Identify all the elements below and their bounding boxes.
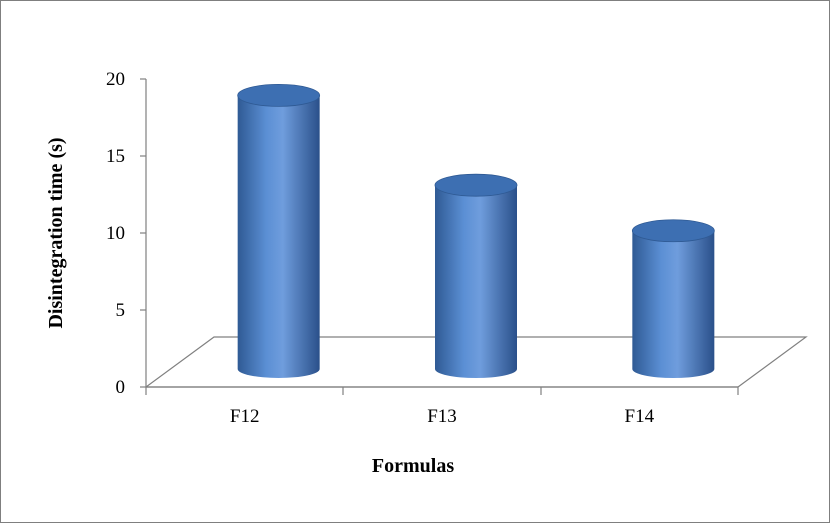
y-tick-label: 0: [116, 377, 126, 398]
y-ticks: 0 5 10 15 20: [106, 69, 146, 398]
y-tick-label: 10: [106, 223, 125, 244]
bar-body: [237, 95, 320, 378]
y-tick-label: 15: [106, 146, 125, 167]
bar-body: [632, 230, 715, 378]
x-tick-label: F12: [230, 406, 260, 427]
bar-f14: [631, 219, 715, 378]
bar-top: [434, 173, 518, 197]
bars: [237, 84, 715, 378]
x-tick-label: F13: [427, 406, 457, 427]
bar-f12: [237, 84, 321, 378]
y-tick-label: 20: [106, 69, 125, 90]
bar-top: [237, 84, 321, 107]
bar-top: [631, 219, 715, 243]
bar-f13: [434, 173, 518, 378]
bar-body: [435, 185, 517, 378]
x-tick-labels: F12 F13 F14: [230, 406, 655, 427]
x-axis-title: Formulas: [372, 455, 454, 477]
y-axis-title: Disintegration time (s): [45, 137, 67, 328]
x-tick-label: F14: [625, 406, 655, 427]
y-tick-label: 5: [116, 300, 126, 321]
